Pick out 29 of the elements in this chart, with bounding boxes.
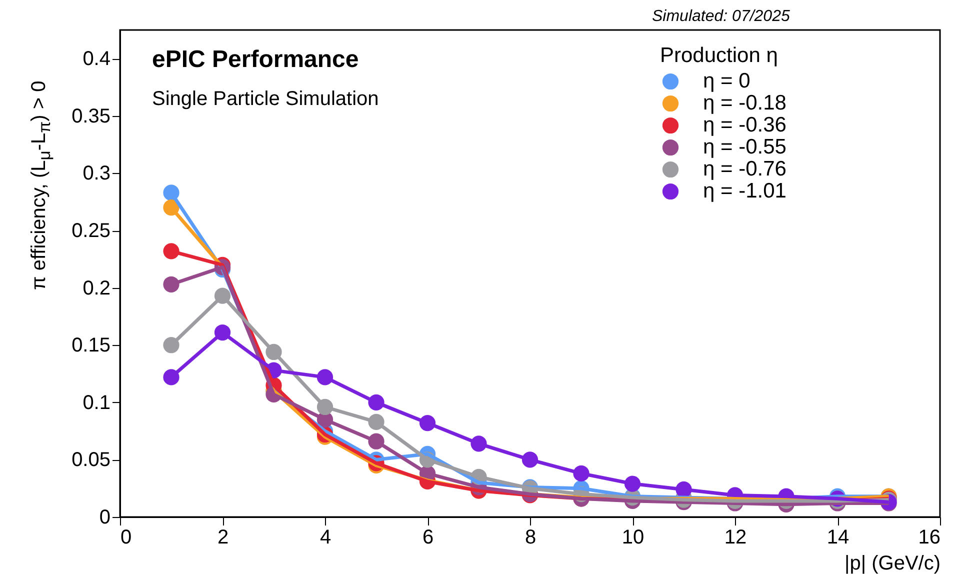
y-tick-label: 0.4 (82, 48, 110, 70)
x-tick-label: 10 (622, 526, 644, 548)
legend-label: η = -0.36 (703, 114, 786, 136)
y-tick-label: 0.05 (72, 449, 110, 472)
text: Simulated: 07/2025 (652, 8, 790, 26)
legend-label: η = -0.76 (703, 158, 786, 180)
annotation: Single Particle Simulation (152, 88, 379, 111)
legend-label: η = -0.55 (703, 136, 786, 158)
y-tick-label: 0.1 (82, 392, 110, 414)
x-tick-label: 12 (724, 526, 747, 548)
x-tick-label: 16 (918, 526, 940, 548)
legend-label: η = -0.18 (703, 92, 786, 114)
y-tick-label: 0.35 (72, 105, 110, 128)
legend-label: η = -1.01 (703, 180, 786, 202)
x-tick-label: 4 (320, 526, 332, 548)
x-tick-label: 2 (217, 526, 229, 548)
legend-label: η = 0 (703, 70, 750, 92)
y-tick-label: 0 (99, 506, 110, 528)
x-tick-label: 0 (120, 526, 132, 548)
y-tick-label: 0.15 (72, 334, 110, 357)
x-tick-label: 14 (826, 526, 850, 548)
legend-title: Production η (660, 44, 778, 67)
annotation: ePIC Performance (152, 46, 359, 74)
x-tick-label: 6 (422, 526, 434, 548)
y-tick-label: 0.3 (82, 162, 110, 185)
x-axis-title: |p| (GeV/c) (844, 552, 940, 574)
y-tick-label: 0.2 (82, 277, 110, 300)
x-tick-label: 8 (524, 526, 536, 548)
y-tick-label: 0.25 (72, 220, 110, 242)
